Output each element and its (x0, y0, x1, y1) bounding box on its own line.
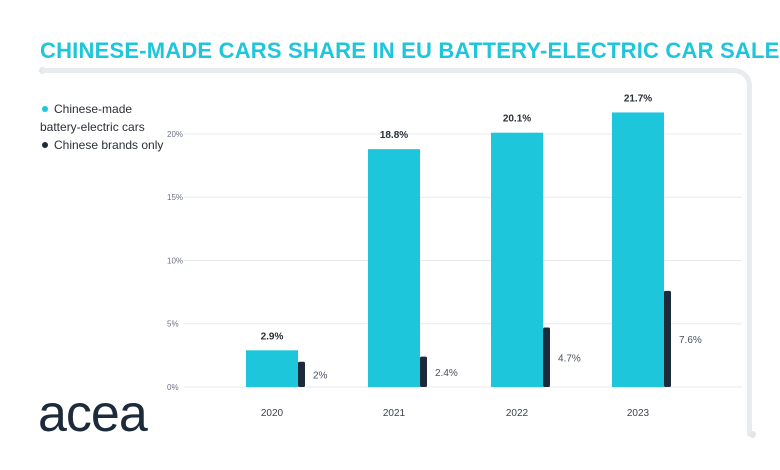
frame-end-dot (749, 431, 756, 438)
legend-swatch-chinese-brands (42, 142, 48, 148)
x-tick-label-2023: 2023 (627, 408, 650, 419)
data-label-chinese-made-2023: 21.7% (624, 93, 652, 104)
x-tick-label-2020: 2020 (261, 408, 284, 419)
x-tick-label-2021: 2021 (383, 408, 406, 419)
x-tick-label-2022: 2022 (506, 408, 529, 419)
legend-label-chinese-brands: Chinese brands only (54, 138, 164, 152)
legend-item-chinese-made: Chinese-made battery-electric cars (40, 100, 170, 136)
legend-swatch-chinese-made (42, 106, 48, 112)
bar-chinese-made-2023 (612, 112, 664, 388)
data-label-chinese-made-2020: 2.9% (261, 331, 284, 342)
data-label-chinese-brands-2021: 2.4% (435, 368, 458, 379)
bar-chinese-brands-2022 (543, 327, 550, 387)
bar-chinese-brands-2023 (664, 290, 671, 387)
legend: Chinese-made battery-electric cars Chine… (40, 100, 170, 154)
bar-chinese-brands-2020 (298, 361, 305, 387)
y-tick-label-5: 5% (167, 320, 179, 329)
chart-frame (42, 68, 752, 436)
bar-chinese-made-2021 (368, 149, 420, 387)
y-tick-label-15: 15% (167, 193, 183, 202)
data-label-chinese-made-2022: 20.1% (503, 114, 531, 125)
acea-logo: acea (38, 385, 148, 443)
bar-chinese-made-2020 (246, 350, 298, 387)
legend-item-chinese-brands: Chinese brands only (40, 136, 170, 154)
data-label-chinese-brands-2020: 2% (313, 370, 328, 381)
data-label-chinese-made-2021: 18.8% (380, 130, 408, 141)
data-label-chinese-brands-2023: 7.6% (679, 335, 702, 346)
chart-title: CHINESE-MADE CARS SHARE IN EU BATTERY-EL… (40, 38, 780, 63)
legend-label-chinese-made: Chinese-made battery-electric cars (40, 102, 145, 134)
y-tick-label-10: 10% (167, 256, 183, 265)
y-tick-label-20: 20% (167, 130, 183, 139)
data-label-chinese-brands-2022: 4.7% (558, 353, 581, 364)
bar-chinese-made-2022 (491, 132, 543, 387)
y-tick-label-0: 0% (167, 383, 179, 392)
bar-chinese-brands-2021 (420, 356, 427, 387)
